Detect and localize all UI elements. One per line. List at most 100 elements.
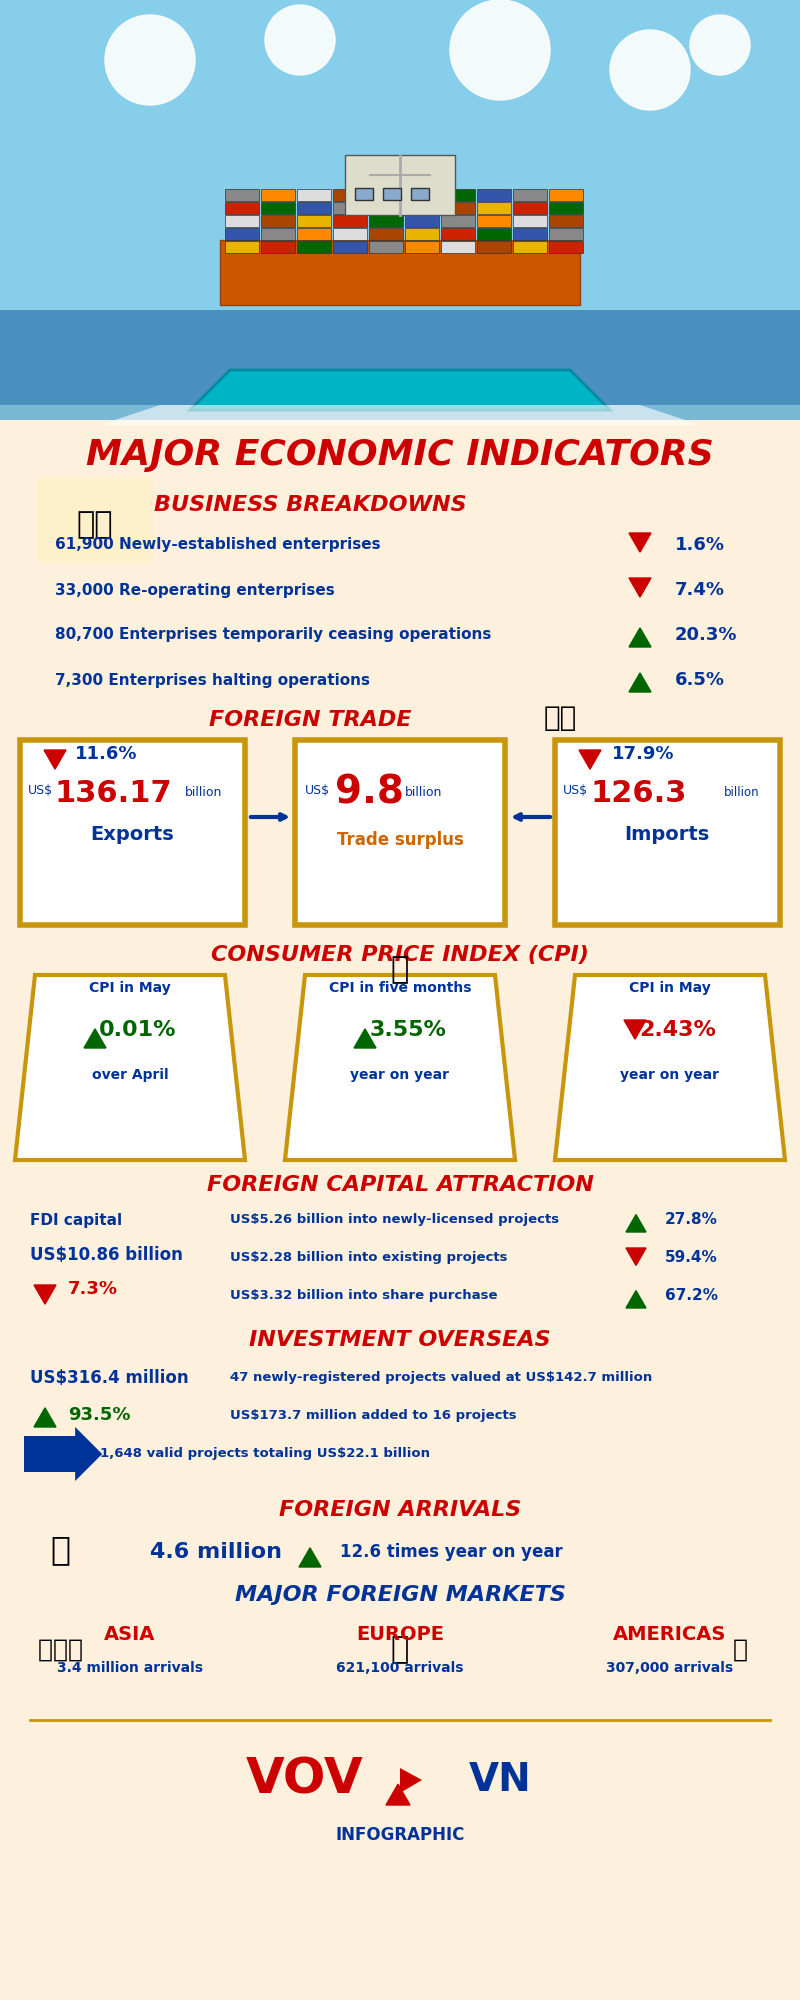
Text: MAJOR FOREIGN MARKETS: MAJOR FOREIGN MARKETS xyxy=(234,1584,566,1604)
FancyBboxPatch shape xyxy=(333,214,367,226)
FancyBboxPatch shape xyxy=(0,420,800,2000)
Text: US$: US$ xyxy=(563,784,588,796)
FancyBboxPatch shape xyxy=(405,202,439,214)
FancyBboxPatch shape xyxy=(477,190,511,202)
FancyBboxPatch shape xyxy=(225,214,259,226)
Polygon shape xyxy=(190,370,610,410)
Text: US$10.86 billion: US$10.86 billion xyxy=(30,1246,183,1264)
FancyBboxPatch shape xyxy=(0,404,800,420)
Text: 17.9%: 17.9% xyxy=(612,744,674,762)
Text: 💰🛍: 💰🛍 xyxy=(543,704,577,732)
Text: CPI in five months: CPI in five months xyxy=(329,980,471,994)
FancyBboxPatch shape xyxy=(477,202,511,214)
FancyBboxPatch shape xyxy=(477,240,511,252)
FancyBboxPatch shape xyxy=(441,190,475,202)
Text: 136.17: 136.17 xyxy=(55,778,173,808)
FancyBboxPatch shape xyxy=(37,476,153,564)
Text: 🧳: 🧳 xyxy=(50,1534,70,1566)
Text: 🌏: 🌏 xyxy=(391,1636,409,1664)
FancyBboxPatch shape xyxy=(383,188,401,200)
FancyBboxPatch shape xyxy=(549,214,583,226)
Text: 126.3: 126.3 xyxy=(590,778,686,808)
FancyBboxPatch shape xyxy=(405,240,439,252)
Text: BUSINESS BREAKDOWNS: BUSINESS BREAKDOWNS xyxy=(154,494,466,514)
Text: US$2.28 billion into existing projects: US$2.28 billion into existing projects xyxy=(230,1252,507,1264)
Text: 0.01%: 0.01% xyxy=(99,1020,177,1040)
FancyBboxPatch shape xyxy=(261,214,295,226)
Text: ASIA: ASIA xyxy=(104,1626,156,1644)
Text: billion: billion xyxy=(185,786,222,798)
Text: 🗽: 🗽 xyxy=(733,1638,747,1662)
FancyBboxPatch shape xyxy=(261,228,295,240)
FancyBboxPatch shape xyxy=(405,214,439,226)
Text: US$: US$ xyxy=(305,784,330,796)
Text: US$3.32 billion into share purchase: US$3.32 billion into share purchase xyxy=(230,1290,498,1302)
FancyBboxPatch shape xyxy=(333,190,367,202)
FancyBboxPatch shape xyxy=(225,190,259,202)
FancyBboxPatch shape xyxy=(20,740,245,924)
Polygon shape xyxy=(15,976,245,1160)
Polygon shape xyxy=(555,976,785,1160)
Text: US$5.26 billion into newly-licensed projects: US$5.26 billion into newly-licensed proj… xyxy=(230,1214,559,1226)
FancyBboxPatch shape xyxy=(220,240,580,304)
FancyBboxPatch shape xyxy=(225,202,259,214)
FancyBboxPatch shape xyxy=(369,228,403,240)
Polygon shape xyxy=(624,1020,646,1040)
Text: 3.55%: 3.55% xyxy=(370,1020,446,1040)
Polygon shape xyxy=(100,404,700,426)
Text: 2.43%: 2.43% xyxy=(639,1020,717,1040)
Text: 307,000 arrivals: 307,000 arrivals xyxy=(606,1660,734,1676)
Text: US$173.7 million added to 16 projects: US$173.7 million added to 16 projects xyxy=(230,1408,517,1422)
FancyBboxPatch shape xyxy=(297,202,331,214)
FancyBboxPatch shape xyxy=(345,156,455,214)
Polygon shape xyxy=(84,1028,106,1048)
FancyBboxPatch shape xyxy=(411,188,429,200)
FancyBboxPatch shape xyxy=(441,240,475,252)
FancyBboxPatch shape xyxy=(369,202,403,214)
Text: 12.6 times year on year: 12.6 times year on year xyxy=(340,1544,562,1560)
FancyBboxPatch shape xyxy=(405,190,439,202)
Text: VOV: VOV xyxy=(246,1756,364,1804)
Polygon shape xyxy=(629,532,651,552)
Text: Exports: Exports xyxy=(90,826,174,844)
Text: FOREIGN TRADE: FOREIGN TRADE xyxy=(209,710,411,730)
FancyBboxPatch shape xyxy=(477,214,511,226)
Text: 1.6%: 1.6% xyxy=(675,536,725,554)
FancyBboxPatch shape xyxy=(225,240,259,252)
FancyBboxPatch shape xyxy=(369,190,403,202)
Text: 33,000 Re-operating enterprises: 33,000 Re-operating enterprises xyxy=(55,582,334,598)
Text: 7,300 Enterprises halting operations: 7,300 Enterprises halting operations xyxy=(55,672,370,688)
FancyBboxPatch shape xyxy=(225,228,259,240)
Text: 🧑‍🤝‍🧑: 🧑‍🤝‍🧑 xyxy=(38,1638,82,1662)
Polygon shape xyxy=(579,750,601,770)
Text: Imports: Imports xyxy=(624,826,710,844)
FancyBboxPatch shape xyxy=(477,228,511,240)
FancyBboxPatch shape xyxy=(549,202,583,214)
Text: US$316.4 million: US$316.4 million xyxy=(30,1368,189,1388)
Text: billion: billion xyxy=(724,786,760,798)
Circle shape xyxy=(610,30,690,110)
Text: INFOGRAPHIC: INFOGRAPHIC xyxy=(335,1826,465,1844)
FancyBboxPatch shape xyxy=(369,214,403,226)
Text: 621,100 arrivals: 621,100 arrivals xyxy=(336,1660,464,1676)
Text: US$: US$ xyxy=(28,784,53,796)
Text: CONSUMER PRICE INDEX (CPI): CONSUMER PRICE INDEX (CPI) xyxy=(211,946,589,966)
Text: 7.3%: 7.3% xyxy=(68,1280,118,1298)
Text: FDI capital: FDI capital xyxy=(30,1212,122,1228)
Polygon shape xyxy=(629,628,651,648)
FancyBboxPatch shape xyxy=(261,240,295,252)
Text: CPI in May: CPI in May xyxy=(629,980,711,994)
FancyBboxPatch shape xyxy=(549,228,583,240)
FancyBboxPatch shape xyxy=(405,228,439,240)
Polygon shape xyxy=(44,750,66,770)
Text: FOREIGN ARRIVALS: FOREIGN ARRIVALS xyxy=(279,1500,521,1520)
Polygon shape xyxy=(34,1408,56,1428)
Circle shape xyxy=(105,14,195,104)
Text: MAJOR ECONOMIC INDICATORS: MAJOR ECONOMIC INDICATORS xyxy=(86,438,714,472)
FancyBboxPatch shape xyxy=(513,240,547,252)
FancyBboxPatch shape xyxy=(333,202,367,214)
Text: CPI in May: CPI in May xyxy=(89,980,171,994)
FancyBboxPatch shape xyxy=(261,202,295,214)
Polygon shape xyxy=(299,1548,321,1568)
FancyBboxPatch shape xyxy=(549,190,583,202)
